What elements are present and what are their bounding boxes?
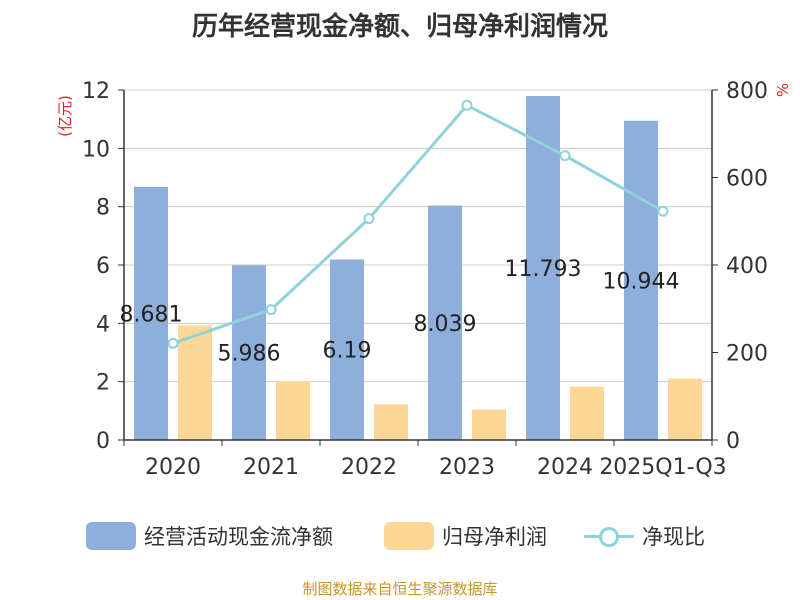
bar-profit xyxy=(374,404,408,440)
ratio-point xyxy=(363,213,375,225)
labels-layer: 8.681 5.986 6.19 8.039 11.793 10.944 xyxy=(120,257,680,367)
grid-layer xyxy=(124,89,712,383)
y-left-tick-label: 2 xyxy=(96,371,110,396)
x-tick-label: 2023 xyxy=(439,455,495,480)
bar-cashflow xyxy=(134,186,168,440)
bar-cashflow xyxy=(624,120,658,441)
ratio-point xyxy=(265,304,277,316)
bar-profit xyxy=(472,409,506,440)
legend-swatch-profit xyxy=(384,522,434,550)
x-tick-label: 2024 xyxy=(537,455,593,480)
x-tick-label: 2020 xyxy=(145,455,201,480)
data-label-cashflow: 11.793 xyxy=(505,257,582,282)
y-left-tick-label: 6 xyxy=(96,254,110,279)
legend-label-cashflow: 经营活动现金流净额 xyxy=(144,525,333,549)
ratio-point xyxy=(167,337,179,349)
y-right-tick-label: 400 xyxy=(726,254,768,279)
y-right-tick-label: 200 xyxy=(726,342,768,367)
data-label-cashflow: 10.944 xyxy=(603,269,680,294)
bar-cashflow xyxy=(330,259,364,440)
y-right-tick-label: 800 xyxy=(726,79,768,104)
line-layer xyxy=(167,99,669,349)
x-tick-label: 2025Q1-Q3 xyxy=(599,455,726,480)
ratio-line xyxy=(172,103,664,345)
data-label-cashflow: 8.681 xyxy=(120,302,183,327)
left-axis-unit: (亿元) xyxy=(56,95,74,137)
bar-profit xyxy=(570,386,604,440)
data-label-cashflow: 8.039 xyxy=(414,312,477,337)
bar-profit xyxy=(668,378,702,440)
ratio-point xyxy=(559,150,571,162)
axes-layer: 0 2 4 6 8 10 12 0 200 400 600 800 (亿元)% 2020 2021 2022 2… xyxy=(56,79,792,480)
legend: 经营活动现金流净额 归母净利润 净现比 xyxy=(0,516,800,556)
legend-line-icon xyxy=(584,522,634,550)
x-tick-label: 2021 xyxy=(243,455,299,480)
chart-title: 历年经营现金净额、归母净利润情况 xyxy=(191,12,608,42)
legend-item-ratio[interactable]: 净现比 xyxy=(584,516,705,556)
y-left-tick-label: 8 xyxy=(96,196,110,221)
y-left-tick-label: 4 xyxy=(96,312,110,337)
bar-cashflow xyxy=(428,205,462,440)
y-right-tick-label: 0 xyxy=(726,429,740,454)
x-tick-label: 2022 xyxy=(341,455,397,480)
legend-item-profit[interactable]: 归母净利润 xyxy=(384,516,547,556)
legend-label-profit: 归母净利润 xyxy=(442,525,547,549)
legend-label-ratio: 净现比 xyxy=(642,525,705,549)
legend-swatch-cashflow xyxy=(86,522,136,550)
y-left-tick-label: 10 xyxy=(82,137,110,162)
bar-profit xyxy=(178,325,212,440)
right-axis-unit: % xyxy=(774,83,792,97)
ratio-point xyxy=(461,99,473,111)
bars-layer xyxy=(134,96,702,441)
ratio-point xyxy=(657,205,669,217)
y-left-tick-label: 0 xyxy=(96,429,110,454)
bar-cashflow xyxy=(232,265,266,440)
data-label-cashflow: 5.986 xyxy=(218,342,281,367)
y-right-tick-label: 600 xyxy=(726,167,768,192)
y-left-tick-label: 12 xyxy=(82,79,110,104)
bar-profit xyxy=(276,381,310,440)
legend-item-cashflow[interactable]: 经营活动现金流净额 xyxy=(86,516,333,556)
data-label-cashflow: 6.19 xyxy=(323,339,372,364)
bar-cashflow xyxy=(526,96,560,440)
source-note: 制图数据来自恒生聚源数据库 xyxy=(302,580,498,598)
